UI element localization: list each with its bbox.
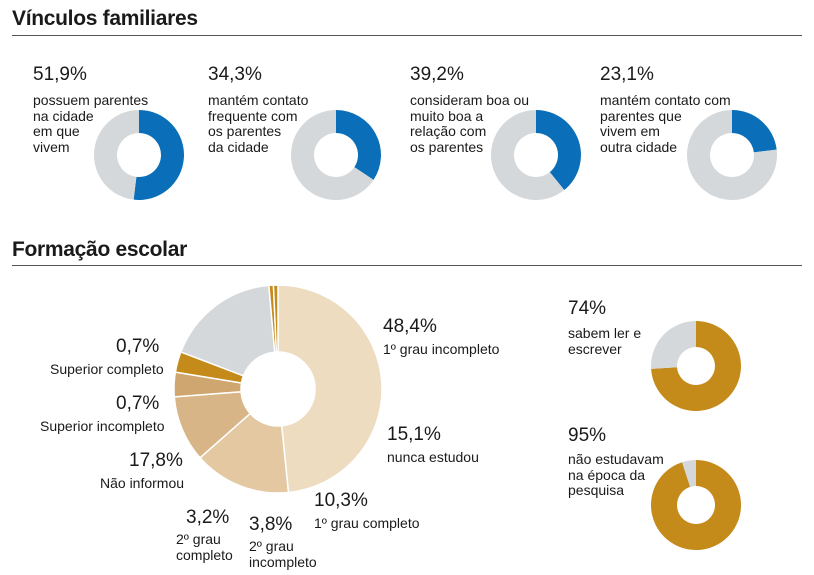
not-studying-percent: 95% (568, 425, 607, 446)
section-title-school: Formação escolar (12, 238, 187, 261)
slice-label-text: 2º grau incompleto (249, 538, 317, 570)
literacy-description: sabem ler e escrever (568, 325, 642, 357)
education-slice (198, 412, 290, 494)
section-title-family: Vínculos familiares (12, 7, 198, 30)
slice-label-text: Não informou (100, 475, 185, 491)
family-donut-3-remainder-slice (490, 110, 565, 200)
family-donut-4-highlight-slice (732, 110, 777, 153)
family-stat-3-description: consideram boa ou muito boa a relação co… (410, 92, 530, 155)
family-donut-4-remainder-slice (686, 110, 777, 200)
family-donut-2-highlight-slice (336, 109, 382, 180)
slice-label-percent: 10,3% (314, 490, 368, 511)
education-slice (179, 284, 276, 377)
slice-label-percent: 0,7% (116, 336, 160, 357)
education-slice (277, 284, 383, 494)
literacy-percent: 74% (568, 298, 607, 319)
family-donut-1-highlight-slice (133, 110, 184, 200)
family-donut-2-remainder-slice (291, 110, 374, 200)
slice-label-text: Superior incompleto (40, 418, 165, 434)
family-stat-1-percent: 51,9% (33, 64, 87, 85)
slice-label-text: 2º grau completo (176, 531, 233, 563)
not-studying-donut-highlight-slice (651, 460, 742, 551)
literacy-donut-highlight-slice (651, 321, 741, 412)
slice-label-percent: 3,8% (249, 514, 293, 535)
not-studying-description: não estudavam na época da pesquisa (568, 451, 664, 498)
slice-label-text: 1º grau completo (314, 515, 420, 531)
slice-label-percent: 17,8% (129, 450, 183, 471)
slice-label-text: Superior completo (50, 361, 164, 377)
family-stat-1-description: possuem parentes na cidade em que vivem (33, 92, 149, 155)
education-slice (272, 284, 279, 353)
family-stat-2-percent: 34,3% (208, 64, 262, 85)
family-stat-4-percent: 23,1% (600, 64, 654, 85)
family-stat-2-description: mantém contato frequente com os parentes… (208, 92, 309, 155)
slice-label-percent: 15,1% (387, 424, 441, 445)
family-donut-1-remainder-slice (93, 110, 139, 200)
slice-label-text: nunca estudou (387, 449, 479, 465)
family-stat-3-percent: 39,2% (410, 64, 464, 85)
slice-label-percent: 48,4% (383, 316, 437, 337)
slice-label-text: 1º grau incompleto (383, 341, 500, 357)
slice-label-percent: 0,7% (116, 393, 160, 414)
section-divider (12, 35, 802, 36)
literacy-donut-remainder-slice (651, 321, 696, 369)
slice-label-percent: 3,2% (186, 507, 230, 528)
family-stat-4-description: mantém contato com parentes que vivem em… (600, 92, 731, 155)
section-divider (12, 265, 802, 266)
family-donut-3-highlight-slice (536, 110, 581, 191)
not-studying-donut-remainder-slice (682, 460, 696, 487)
